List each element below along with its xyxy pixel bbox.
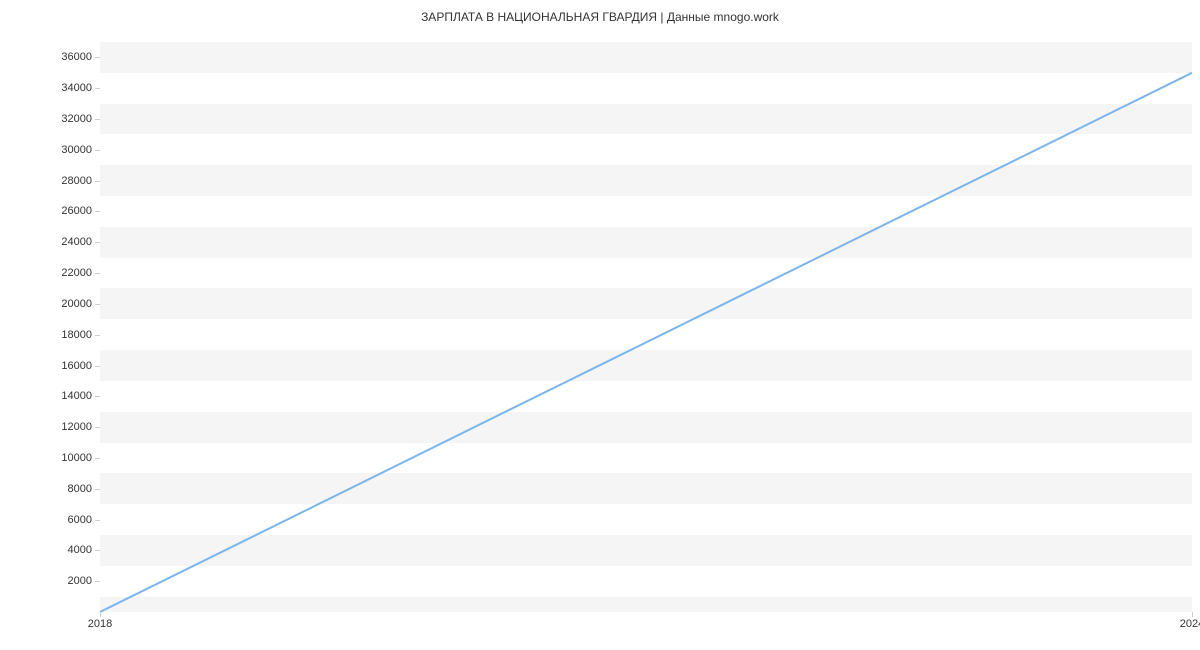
y-tick: [95, 396, 100, 397]
chart-title: ЗАРПЛАТА В НАЦИОНАЛЬНАЯ ГВАРДИЯ | Данные…: [0, 0, 1200, 24]
y-tick: [95, 150, 100, 151]
y-tick-label: 4000: [68, 544, 92, 556]
y-tick-label: 32000: [61, 113, 92, 125]
y-tick: [95, 489, 100, 490]
x-tick: [100, 612, 101, 617]
y-tick: [95, 520, 100, 521]
y-tick-label: 30000: [61, 144, 92, 156]
y-tick: [95, 550, 100, 551]
y-tick: [95, 366, 100, 367]
y-tick: [95, 88, 100, 89]
line-series: [100, 42, 1192, 612]
y-tick: [95, 57, 100, 58]
y-tick-label: 2000: [68, 575, 92, 587]
y-tick-label: 36000: [61, 51, 92, 63]
y-tick: [95, 273, 100, 274]
y-tick: [95, 458, 100, 459]
series-line: [100, 73, 1192, 612]
y-tick-label: 34000: [61, 82, 92, 94]
y-tick: [95, 581, 100, 582]
y-tick: [95, 119, 100, 120]
y-tick: [95, 304, 100, 305]
y-tick: [95, 335, 100, 336]
y-tick: [95, 181, 100, 182]
y-tick-label: 22000: [61, 267, 92, 279]
y-tick-label: 20000: [61, 298, 92, 310]
y-tick-label: 26000: [61, 205, 92, 217]
y-tick-label: 10000: [61, 452, 92, 464]
y-tick-label: 12000: [61, 421, 92, 433]
y-tick-label: 6000: [68, 514, 92, 526]
y-tick: [95, 211, 100, 212]
x-tick: [1192, 612, 1193, 617]
y-tick: [95, 427, 100, 428]
salary-chart: ЗАРПЛАТА В НАЦИОНАЛЬНАЯ ГВАРДИЯ | Данные…: [0, 0, 1200, 650]
y-tick-label: 8000: [68, 483, 92, 495]
y-tick-label: 18000: [61, 329, 92, 341]
x-tick-label: 2018: [88, 618, 112, 630]
y-tick-label: 28000: [61, 175, 92, 187]
y-tick-label: 14000: [61, 390, 92, 402]
y-tick-label: 24000: [61, 236, 92, 248]
y-tick: [95, 242, 100, 243]
x-tick-label: 2024: [1180, 618, 1200, 630]
y-tick-label: 16000: [61, 360, 92, 372]
plot-area: 2000400060008000100001200014000160001800…: [100, 42, 1192, 612]
